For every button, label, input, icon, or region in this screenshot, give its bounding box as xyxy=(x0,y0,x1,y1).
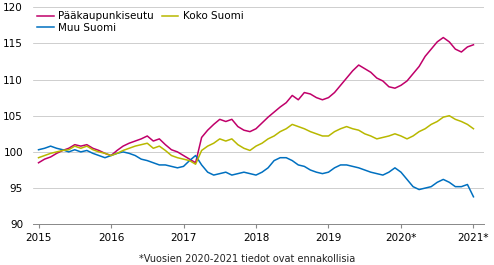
Line: Pääkaupunkiseutu: Pääkaupunkiseutu xyxy=(39,38,473,163)
Muu Suomi xyxy=(187,159,193,162)
Pääkaupunkiseutu xyxy=(398,84,404,87)
Muu Suomi xyxy=(36,148,41,151)
Line: Muu Suomi: Muu Suomi xyxy=(39,146,473,197)
Legend: Pääkaupunkiseutu, Muu Suomi, Koko Suomi: Pääkaupunkiseutu, Muu Suomi, Koko Suomi xyxy=(35,9,246,35)
Koko Suomi xyxy=(447,114,453,117)
Koko Suomi xyxy=(180,158,186,161)
Muu Suomi xyxy=(138,158,144,161)
Pääkaupunkiseutu xyxy=(428,47,434,51)
Koko Suomi xyxy=(434,120,440,123)
Pääkaupunkiseutu xyxy=(132,139,138,143)
Pääkaupunkiseutu xyxy=(440,36,446,39)
Muu Suomi xyxy=(259,171,265,174)
Koko Suomi xyxy=(259,142,265,145)
Muu Suomi xyxy=(47,144,53,148)
Pääkaupunkiseutu xyxy=(253,127,259,130)
Koko Suomi xyxy=(132,144,138,148)
Pääkaupunkiseutu xyxy=(180,154,186,157)
Muu Suomi xyxy=(470,195,476,198)
Line: Koko Suomi: Koko Suomi xyxy=(39,116,473,164)
Pääkaupunkiseutu xyxy=(410,72,416,75)
Muu Suomi xyxy=(404,178,410,181)
Koko Suomi xyxy=(193,163,199,166)
Koko Suomi xyxy=(470,127,476,130)
Koko Suomi xyxy=(404,137,410,140)
Koko Suomi xyxy=(416,130,422,133)
Pääkaupunkiseutu xyxy=(36,161,41,164)
Pääkaupunkiseutu xyxy=(470,43,476,46)
Text: *Vuosien 2020-2021 tiedot ovat ennakollisia: *Vuosien 2020-2021 tiedot ovat ennakolli… xyxy=(139,254,355,264)
Koko Suomi xyxy=(36,156,41,159)
Muu Suomi xyxy=(434,181,440,184)
Muu Suomi xyxy=(416,188,422,191)
